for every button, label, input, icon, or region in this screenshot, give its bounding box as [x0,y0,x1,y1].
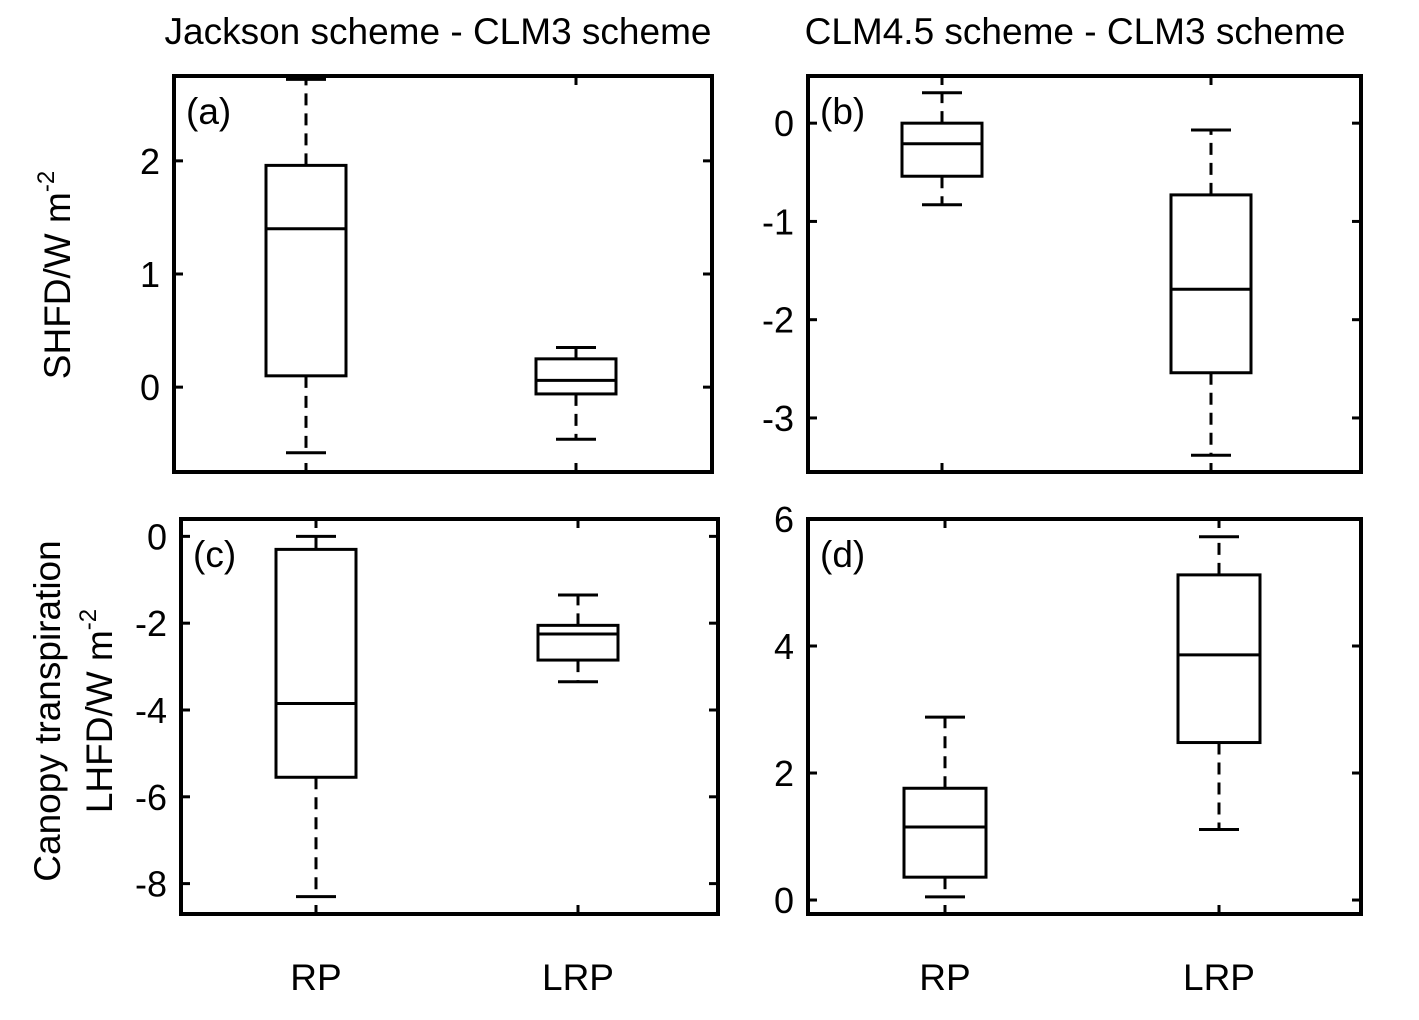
box-rp [902,786,988,879]
panel-label-d: (d) [820,534,865,575]
y-tick-label: -3 [762,398,794,439]
x-tick-label: RP [290,957,341,998]
axes-frame-d [806,517,1363,916]
box-lrp [1169,193,1253,375]
y-tick-label: 1 [140,254,160,295]
panel-label-c: (c) [193,534,236,575]
axes-frame-b [806,74,1363,474]
y-tick-label: -8 [135,864,167,905]
row-label-bottom-line1: Canopy transpiration [27,540,68,881]
box-rp [900,121,984,178]
axes-frame-a [172,74,714,474]
box-rp [274,547,358,779]
box-lrp [534,357,618,396]
y-tick-label: 2 [774,753,794,794]
y-tick-label: 6 [774,499,794,540]
x-tick-label: LRP [1183,957,1255,998]
y-tick-label: 0 [774,880,794,921]
y-tick-label: 0 [774,103,794,144]
box-lrp [536,623,620,662]
x-tick-label: RP [919,957,970,998]
y-tick-label: -1 [762,201,794,242]
panel-label-a: (a) [186,91,231,132]
panel-a: 0 1 2 (a) [140,74,714,474]
box-lrp [1176,573,1262,745]
row-label-top: SHFD/W m-2 [33,171,78,379]
y-tick-label: -4 [135,690,167,731]
y-tick-label: -2 [762,300,794,341]
column-title-left: Jackson scheme - CLM3 scheme [165,11,712,52]
panel-d: 0 2 4 6 RP LRP (d) [774,499,1363,998]
y-tick-label: 0 [147,516,167,557]
row-label-bottom-line2: LHFD/W m-2 [75,609,120,813]
y-tick-label: -6 [135,777,167,818]
y-tick-label: 4 [774,626,794,667]
box-rp [264,163,348,378]
panel-c: -8 -6 -4 -2 0 RP LRP (c) [135,516,720,998]
y-tick-label: 2 [140,141,160,182]
y-tick-label: 0 [140,367,160,408]
y-tick-label: -2 [135,603,167,644]
x-tick-label: LRP [542,957,614,998]
axes-frame-c [179,517,720,916]
panel-label-b: (b) [820,91,865,132]
panel-b: -3 -2 -1 0 (b) [762,74,1363,474]
column-title-right: CLM4.5 scheme - CLM3 scheme [805,11,1346,52]
